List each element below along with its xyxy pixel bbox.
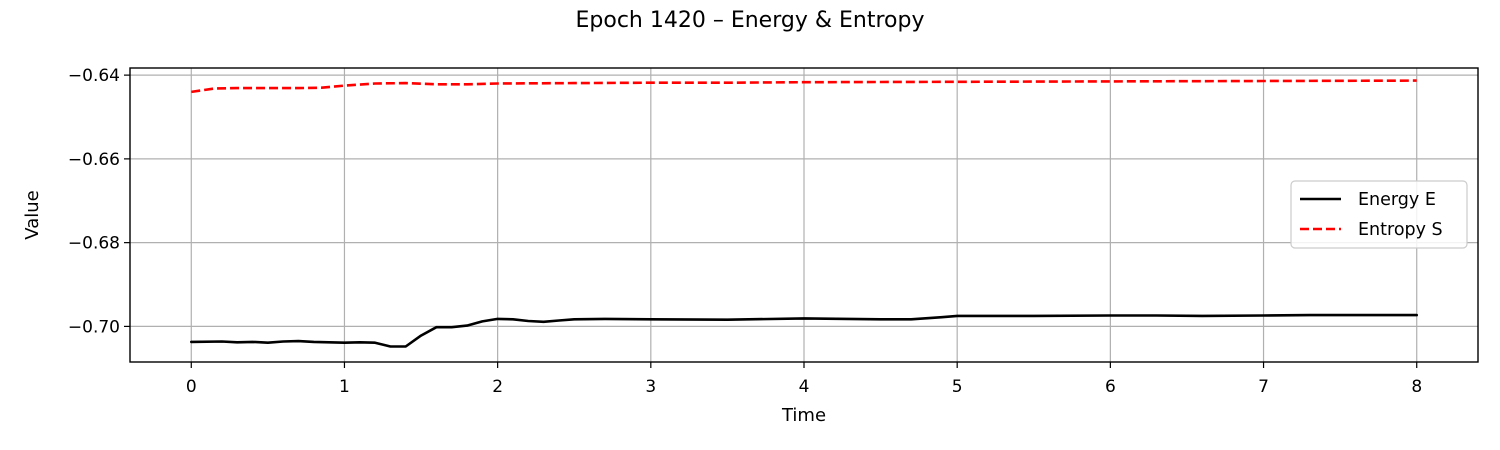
y-tick-label: −0.64: [68, 66, 120, 86]
x-tick-label: 6: [1105, 377, 1116, 397]
legend-label-entropy: Entropy S: [1358, 220, 1443, 240]
series-line-entropy: [191, 79, 1417, 94]
y-tick-label: −0.68: [68, 234, 120, 254]
x-tick-label: 3: [645, 377, 656, 397]
y-tick-label: −0.66: [68, 150, 120, 170]
plot-area: 0 1 2 3 4 5 6 7 8 −0.64 −0.66 −0.68 −0.70: [68, 66, 1479, 397]
x-tick-label: 0: [186, 377, 197, 397]
y-tick-label: −0.70: [68, 317, 120, 337]
x-tick-label: 5: [952, 377, 963, 397]
x-axis-label: Time: [781, 405, 826, 426]
legend: Energy E Entropy S: [1290, 180, 1468, 249]
x-tick-label: 7: [1258, 377, 1269, 397]
x-tick-label: 1: [339, 377, 350, 397]
x-tick-label: 8: [1411, 377, 1422, 397]
legend-label-energy: Energy E: [1358, 190, 1436, 210]
y-axis-label: Value: [22, 190, 43, 239]
x-tick-label: 2: [492, 377, 503, 397]
series-line-energy: [190, 313, 1418, 348]
chart-title: Epoch 1420 – Energy & Entropy: [576, 8, 925, 33]
x-tick-label: 4: [799, 377, 810, 397]
